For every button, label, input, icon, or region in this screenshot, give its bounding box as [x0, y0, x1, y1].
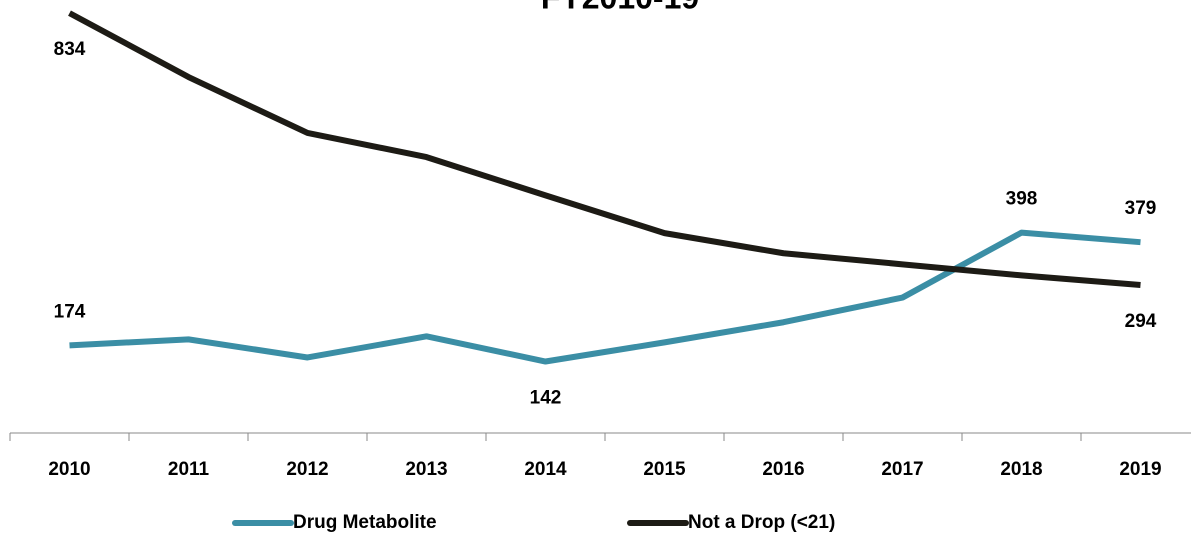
- data-label: 834: [54, 39, 86, 60]
- legend-label: Drug Metabolite: [293, 512, 437, 533]
- legend-label: Not a Drop (<21): [688, 512, 835, 533]
- x-tick-label: 2015: [643, 459, 686, 480]
- chart-title: FY2010-19: [541, 0, 699, 15]
- x-tick-label: 2019: [1119, 459, 1161, 480]
- data-label: 379: [1125, 198, 1157, 219]
- x-tick-label: 2010: [48, 459, 90, 480]
- series-line: [69, 229, 1141, 365]
- data-label: 142: [530, 388, 562, 409]
- x-tick-label: 2014: [524, 459, 567, 480]
- x-tick-label: 2011: [168, 459, 210, 480]
- series-line: [68, 10, 1141, 288]
- data-label: 398: [1006, 189, 1038, 210]
- data-label: 294: [1125, 311, 1157, 332]
- x-tick-label: 2018: [1000, 459, 1042, 480]
- x-tick-label: 2013: [405, 459, 447, 480]
- data-label: 174: [54, 301, 86, 322]
- x-tick-label: 2016: [762, 459, 804, 480]
- x-tick-label: 2012: [286, 459, 328, 480]
- x-tick-label: 2017: [881, 459, 923, 480]
